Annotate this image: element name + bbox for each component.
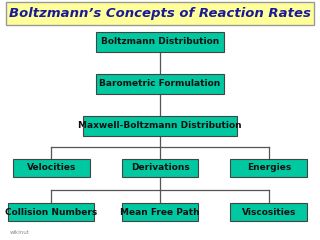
Text: Maxwell-Boltzmann Distribution: Maxwell-Boltzmann Distribution: [78, 121, 242, 131]
Text: Derivations: Derivations: [131, 163, 189, 173]
FancyBboxPatch shape: [6, 2, 314, 25]
FancyBboxPatch shape: [8, 203, 94, 221]
Text: Barometric Formulation: Barometric Formulation: [100, 79, 220, 89]
Text: Boltzmann Distribution: Boltzmann Distribution: [101, 37, 219, 47]
Text: Viscosities: Viscosities: [242, 208, 296, 217]
FancyBboxPatch shape: [13, 159, 90, 177]
FancyBboxPatch shape: [230, 159, 307, 177]
Text: Collision Numbers: Collision Numbers: [5, 208, 97, 217]
FancyBboxPatch shape: [96, 32, 224, 52]
FancyBboxPatch shape: [230, 203, 307, 221]
FancyBboxPatch shape: [122, 159, 198, 177]
Text: Energies: Energies: [247, 163, 291, 173]
FancyBboxPatch shape: [96, 74, 224, 94]
FancyBboxPatch shape: [122, 203, 198, 221]
Text: wikinut: wikinut: [10, 230, 29, 235]
Text: Velocities: Velocities: [27, 163, 76, 173]
Text: Mean Free Path: Mean Free Path: [120, 208, 200, 217]
FancyBboxPatch shape: [83, 116, 237, 136]
Text: Boltzmann’s Concepts of Reaction Rates: Boltzmann’s Concepts of Reaction Rates: [9, 7, 311, 20]
